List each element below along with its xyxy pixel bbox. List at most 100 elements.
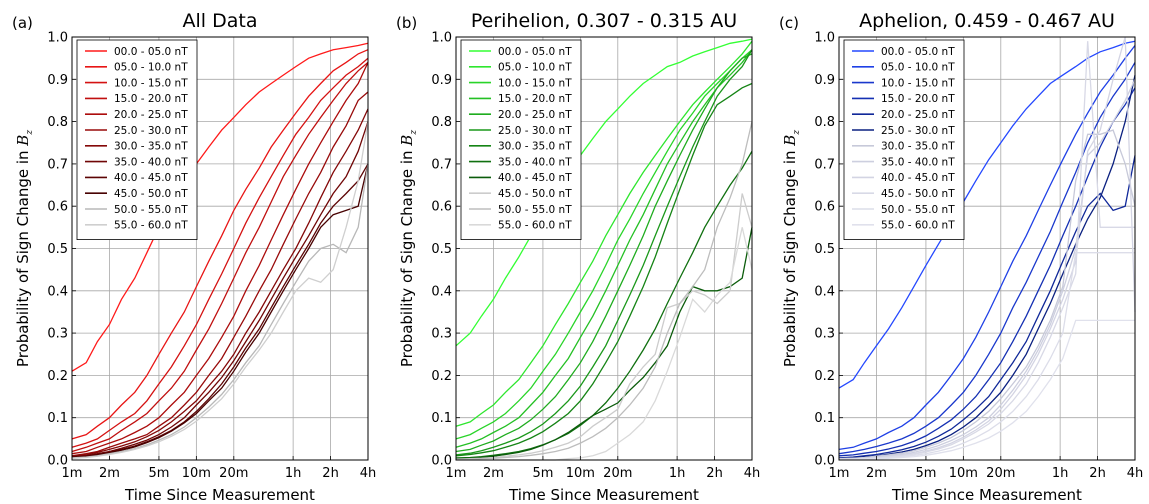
y-axis-label: Probability of Sign Change in Bz: [14, 130, 35, 367]
legend-entry: 40.0 - 45.0 nT: [881, 172, 955, 184]
series-line-5: [838, 155, 1136, 459]
series-line-5: [71, 62, 369, 455]
legend-entry: 40.0 - 45.0 nT: [114, 172, 188, 184]
series-line-12: [71, 121, 369, 459]
panel-label: (c): [779, 14, 799, 32]
y-tick-label: 0.7: [431, 157, 452, 172]
x-tick-label: 1h: [285, 466, 302, 481]
y-tick-label: 1.0: [431, 31, 452, 46]
x-tick-label: 20m: [219, 466, 248, 481]
y-tick-label: 0.9: [814, 73, 835, 88]
y-tick-label: 0.6: [47, 200, 68, 215]
x-tick-label: 2m: [99, 466, 120, 481]
y-tick-label: 0.1: [47, 411, 68, 426]
series-line-8: [455, 150, 753, 459]
y-tick-label: 0.3: [814, 327, 835, 342]
x-tick-label: 4h: [1127, 466, 1144, 481]
y-axis-label: Probability of Sign Change in Bz: [398, 130, 419, 367]
x-tick-label: 10m: [566, 466, 595, 481]
legend-entry: 30.0 - 35.0 nT: [498, 141, 572, 153]
x-axis-label: Time Since Measurement: [508, 486, 699, 504]
y-tick-label: 0.5: [814, 242, 835, 257]
x-tick-label: 10m: [949, 466, 978, 481]
y-tick-label: 0.2: [47, 369, 68, 384]
legend-entry: 55.0 - 60.0 nT: [498, 220, 572, 232]
legend-entry: 15.0 - 20.0 nT: [881, 93, 955, 105]
series-line-7: [455, 82, 753, 457]
x-tick-label: 1m: [62, 466, 83, 481]
series-line-1: [838, 40, 1136, 389]
series-line-6: [838, 74, 1136, 459]
x-tick-label: 5m: [915, 466, 936, 481]
series-line-7: [838, 129, 1136, 460]
x-tick-label: 10m: [182, 466, 211, 481]
x-tick-label: 4h: [360, 466, 377, 481]
y-tick-label: 0.4: [814, 284, 835, 299]
legend-entry: 45.0 - 50.0 nT: [881, 188, 955, 200]
series-line-4: [71, 61, 369, 453]
legend-entry: 15.0 - 20.0 nT: [498, 93, 572, 105]
legend-box: [843, 39, 965, 241]
legend-entry: 50.0 - 55.0 nT: [881, 204, 955, 216]
y-tick-label: 0.9: [47, 73, 68, 88]
legend-entry: 10.0 - 15.0 nT: [498, 77, 572, 89]
x-tick-label: 5m: [532, 466, 553, 481]
legend-entry: 50.0 - 55.0 nT: [114, 204, 188, 216]
legend-entry: 15.0 - 20.0 nT: [114, 93, 188, 105]
y-tick-label: 0.0: [814, 454, 835, 469]
y-tick-label: 0.3: [431, 327, 452, 342]
panel-label: (b): [396, 14, 417, 32]
y-tick-label: 0.0: [431, 454, 452, 469]
y-tick-label: 0.8: [431, 115, 452, 130]
y-axis-label: Probability of Sign Change in Bz: [781, 130, 802, 367]
y-tick-label: 0.4: [47, 284, 68, 299]
legend-entry: 45.0 - 50.0 nT: [498, 188, 572, 200]
series-line-6: [455, 49, 753, 456]
series-line-8: [71, 121, 369, 458]
y-tick-label: 0.6: [814, 200, 835, 215]
chart-panel-3: 0.0 0.1 0.2 0.3 0.4 0.5 0.6 0.7 0.8 0.9 1.0 1m 2m 5m 1…: [779, 10, 1143, 504]
chart-panel-2: 0.0 0.1 0.2 0.3 0.4 0.5 0.6 0.7 0.8 0.9 1.0 1m 2m 5m 1…: [396, 10, 760, 504]
legend-entry: 35.0 - 40.0 nT: [881, 156, 955, 168]
y-tick-label: 0.9: [431, 73, 452, 88]
series-line-12: [456, 227, 753, 461]
x-tick-label: 1h: [669, 466, 686, 481]
chart-title: All Data: [183, 10, 258, 32]
legend-entry: 25.0 - 30.0 nT: [881, 125, 955, 137]
legend-entry: 40.0 - 45.0 nT: [498, 172, 572, 184]
x-tick-label: 2h: [1089, 466, 1106, 481]
x-tick-label: 4h: [744, 466, 761, 481]
x-axis-label: Time Since Measurement: [891, 486, 1082, 504]
legend-entry: 20.0 - 25.0 nT: [498, 109, 572, 121]
y-tick-label: 0.5: [47, 242, 68, 257]
x-tick-label: 2m: [866, 466, 887, 481]
series-line-6: [71, 91, 369, 457]
series-line-10: [455, 193, 753, 460]
legend-entry: 10.0 - 15.0 nT: [881, 77, 955, 89]
legend-entry: 50.0 - 55.0 nT: [498, 204, 572, 216]
chart-title: Aphelion, 0.459 - 0.467 AU: [859, 10, 1115, 32]
y-tick-label: 0.7: [47, 157, 68, 172]
series-line-2: [455, 40, 753, 427]
y-tick-label: 0.8: [814, 115, 835, 130]
panel-label: (a): [12, 14, 33, 32]
legend-entry: 35.0 - 40.0 nT: [498, 156, 572, 168]
series-line-11: [455, 121, 753, 461]
series-line-7: [71, 108, 369, 457]
legend-entry: 25.0 - 30.0 nT: [114, 125, 188, 137]
x-tick-label: 1m: [446, 466, 467, 481]
y-tick-label: 1.0: [47, 31, 68, 46]
chart-panel-1: 0.0 0.1 0.2 0.3 0.4 0.5 0.6 0.7 0.8 0.9 1.0 1m 2m 5m 1…: [12, 10, 376, 504]
series-line-11: [71, 163, 369, 459]
legend-entry: 45.0 - 50.0 nT: [114, 188, 188, 200]
x-axis-label: Time Since Measurement: [124, 486, 315, 504]
y-tick-label: 0.8: [47, 115, 68, 130]
legend-entry: 10.0 - 15.0 nT: [114, 77, 188, 89]
series-line-9: [71, 163, 369, 458]
series-line-2: [838, 45, 1136, 451]
legend-entry: 20.0 - 25.0 nT: [114, 109, 188, 121]
legend-entry: 35.0 - 40.0 nT: [114, 156, 188, 168]
legend-entry: 05.0 - 10.0 nT: [881, 62, 955, 74]
chart-title: Perihelion, 0.307 - 0.315 AU: [471, 10, 737, 32]
series-line-5: [455, 53, 753, 453]
